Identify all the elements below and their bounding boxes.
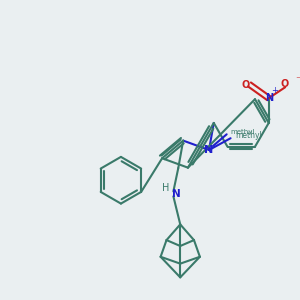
Text: O: O <box>281 79 289 89</box>
Text: ⁻: ⁻ <box>295 75 300 85</box>
Text: N: N <box>172 189 181 200</box>
Text: methyl: methyl <box>231 129 255 135</box>
Text: N: N <box>204 145 214 155</box>
Text: N: N <box>265 93 273 103</box>
Text: methyl: methyl <box>236 131 262 140</box>
Text: +: + <box>271 86 278 95</box>
Text: H: H <box>162 184 169 194</box>
Text: O: O <box>242 80 250 91</box>
